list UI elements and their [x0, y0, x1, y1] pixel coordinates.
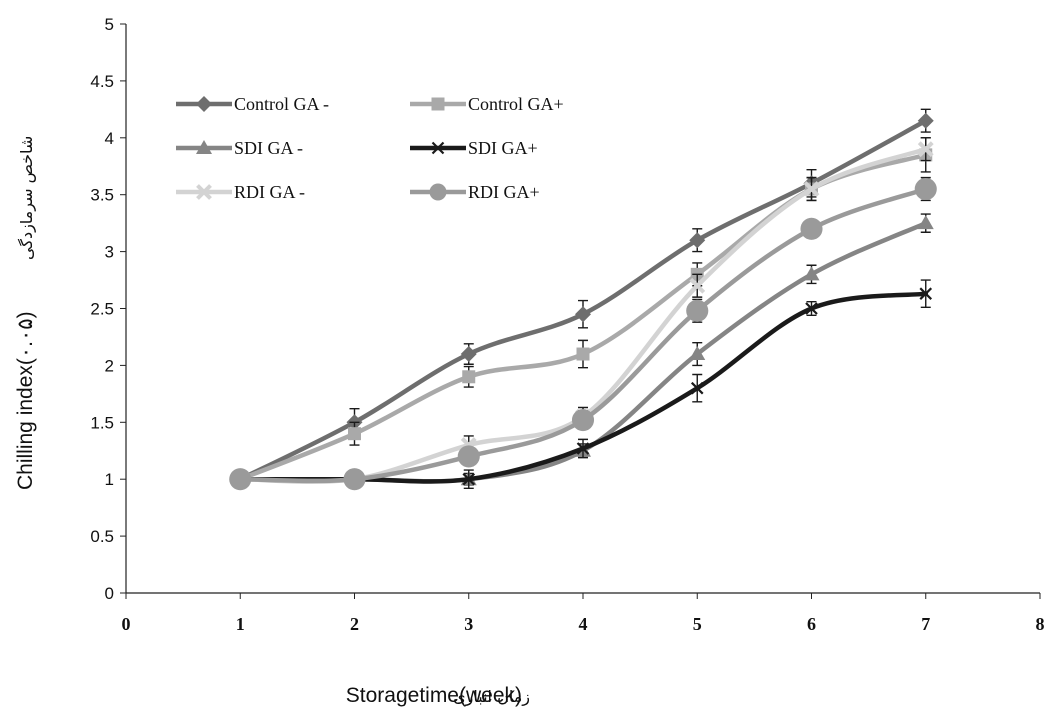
- legend-label: SDI GA+: [468, 138, 538, 158]
- x-tick-label: 4: [579, 614, 588, 634]
- data-point: [689, 232, 706, 249]
- y-tick-label: 0: [105, 584, 114, 603]
- data-point: [803, 181, 820, 197]
- data-point: [343, 468, 366, 491]
- data-point: [462, 472, 476, 486]
- legend-swatch-marker: [196, 96, 212, 112]
- data-point: [690, 381, 704, 395]
- data-point: [800, 217, 823, 240]
- data-point: [919, 287, 933, 300]
- y-axis-title-fa: شاخص سرمازدگی: [17, 136, 37, 260]
- data-point: [689, 346, 706, 361]
- legend-swatch-marker: [196, 140, 212, 154]
- series: [229, 108, 937, 491]
- y-tick-label: 2.5: [90, 300, 114, 319]
- series-rdi-ga: [229, 176, 937, 491]
- y-tick-label: 0.5: [90, 527, 114, 546]
- tick-labels: 0 0.5 1 1.5 2 2.5 3 3.5 4 4.5 5 0 1 2 3 4 5 6 7 8: [90, 15, 1044, 634]
- legend-item: SDI GA+: [410, 138, 538, 158]
- x-axis-title-fa: زمان انباری: [453, 687, 530, 707]
- x-tick-label: 8: [1036, 614, 1045, 634]
- y-tick-label: 4: [105, 129, 114, 148]
- data-point: [576, 442, 590, 455]
- x-tick-label: 7: [921, 614, 930, 634]
- y-tick-label: 3: [105, 243, 114, 262]
- x-tick-label: 2: [350, 614, 359, 634]
- x-tick-label: 1: [236, 614, 245, 634]
- legend-label: Control GA+: [468, 94, 564, 114]
- data-point: [460, 346, 477, 363]
- y-tick-label: 5: [105, 15, 114, 34]
- legend-item: RDI GA+: [410, 182, 540, 202]
- data-point: [803, 266, 820, 281]
- y-tick-label: 4.5: [90, 72, 114, 91]
- legend-swatch-marker: [196, 184, 212, 200]
- legend-label: Control GA -: [234, 94, 329, 114]
- y-tick-label: 1.5: [90, 413, 114, 432]
- data-point: [575, 306, 591, 323]
- data-point: [917, 112, 934, 129]
- legend-swatch-marker: [429, 183, 447, 201]
- data-point: [462, 370, 476, 384]
- data-point: [686, 299, 709, 322]
- data-point: [576, 347, 590, 361]
- legend-item: RDI GA -: [176, 182, 305, 202]
- data-point: [917, 215, 934, 230]
- data-point: [457, 445, 480, 468]
- legend-label: RDI GA+: [468, 182, 540, 202]
- data-point: [689, 277, 706, 294]
- data-point: [348, 427, 361, 441]
- legend-item: SDI GA -: [176, 138, 303, 158]
- x-tick-label: 0: [122, 614, 131, 634]
- legend-swatch-marker: [431, 141, 445, 155]
- legend-label: SDI GA -: [234, 138, 303, 158]
- legend-label: RDI GA -: [234, 182, 305, 202]
- data-point: [917, 141, 934, 158]
- data-point: [571, 408, 595, 432]
- data-point: [914, 177, 937, 201]
- legend-item: Control GA -: [176, 94, 329, 114]
- legend: Control GA - Control GA+ SDI GA - SDI GA+ RD…: [176, 94, 564, 202]
- data-point: [229, 468, 252, 491]
- data-point: [805, 302, 818, 315]
- y-tick-label: 1: [105, 470, 114, 489]
- x-tick-label: 3: [464, 614, 473, 634]
- legend-item: Control GA+: [410, 94, 564, 114]
- y-tick-label: 3.5: [90, 186, 114, 205]
- y-axis-title: Chilling index(۰.۰۵): [14, 311, 37, 490]
- x-tick-label: 5: [693, 614, 702, 634]
- legend-swatch-marker: [431, 97, 445, 111]
- y-tick-label: 2: [105, 356, 114, 375]
- x-tick-label: 6: [807, 614, 816, 634]
- x-axis-title: Storagetime(week): [346, 684, 522, 707]
